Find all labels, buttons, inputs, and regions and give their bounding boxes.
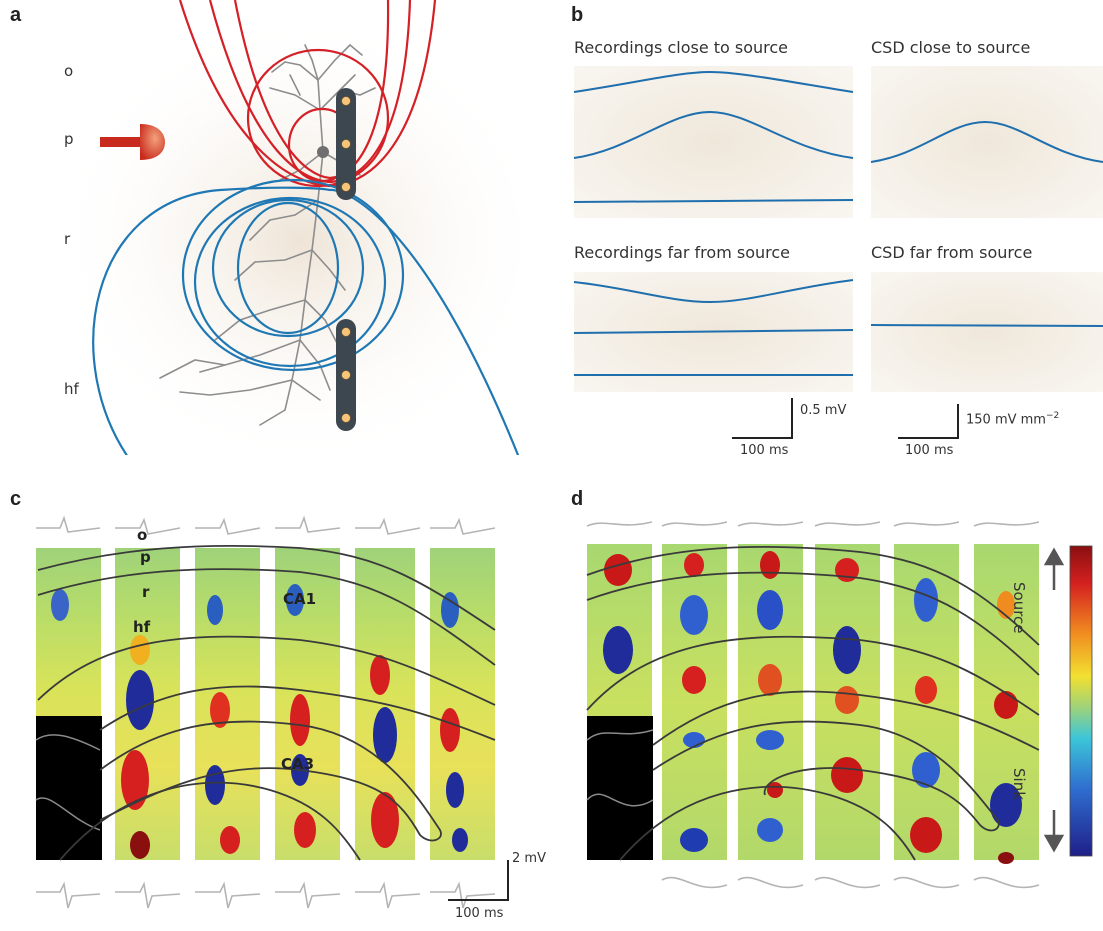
time-scale-label-c: 100 ms	[455, 906, 504, 921]
layer-label-hf: hf	[64, 380, 79, 398]
region-label-ca3: CA3	[281, 755, 315, 773]
panel-d-csd-map	[586, 521, 1093, 889]
close-trace-1	[573, 70, 854, 93]
neuron-soma	[317, 146, 329, 158]
csd-blobs-c	[51, 584, 468, 859]
csd-scale-bar	[898, 404, 959, 439]
csd-scale-unit: 150 mV mm	[966, 412, 1046, 428]
csd-scale-exponent: −2	[1045, 411, 1060, 421]
far-csd-box	[871, 272, 1103, 392]
far-recordings-title: Recordings far from source	[574, 243, 790, 262]
recording-probe-lower	[336, 319, 356, 431]
voltage-scale-bar	[732, 398, 793, 439]
layer-label-c-hf: hf	[133, 618, 151, 636]
far-csd-trace	[870, 324, 1103, 327]
layer-lines-d	[586, 545, 1040, 861]
layer-label-r: r	[64, 230, 71, 248]
panel-letter-c: c	[10, 488, 22, 510]
voltage-scale-label-c: 2 mV	[512, 851, 546, 866]
panel-letter-a: a	[10, 4, 22, 26]
layer-label-o: o	[64, 62, 74, 80]
stimulation-electrode	[100, 124, 165, 160]
scale-bar-c	[448, 860, 509, 901]
close-csd-trace	[870, 120, 1103, 163]
far-trace-1	[573, 279, 854, 304]
panel-a-figure	[50, 0, 550, 455]
csd-scale-label: 150 mV mm−2	[966, 411, 1059, 427]
time-scale-left: 100 ms	[740, 443, 789, 458]
layer-lines-c	[37, 544, 496, 861]
field-glow	[50, 10, 550, 455]
histology-inset-d	[587, 716, 653, 860]
panel-letter-d: d	[571, 488, 584, 510]
colorbar	[1069, 545, 1093, 857]
panel-c-csd-map	[35, 515, 509, 909]
panel-letter-b: b	[571, 4, 584, 26]
pyramidal-neuron	[159, 44, 376, 426]
far-csd-title: CSD far from source	[871, 243, 1033, 262]
close-trace-3	[573, 199, 854, 203]
close-trace-2	[573, 110, 854, 159]
csd-blobs-d	[603, 551, 1022, 864]
colorbar-label-sink: Sink	[1010, 768, 1028, 800]
histology-inset-c	[36, 716, 102, 860]
layer-label-p: p	[64, 130, 74, 148]
voltage-scale-label: 0.5 mV	[800, 403, 847, 418]
time-scale-right: 100 ms	[905, 443, 954, 458]
layer-label-c-p: p	[140, 548, 151, 566]
colorbar-arrows	[1043, 547, 1065, 853]
colorbar-label-source: Source	[1010, 582, 1028, 634]
far-trace-2	[573, 329, 854, 334]
panel-b-traces	[573, 66, 1103, 439]
close-csd-title: CSD close to source	[871, 38, 1031, 57]
close-csd-box	[871, 66, 1103, 218]
blue-field-lines	[92, 178, 520, 455]
layer-label-c-o: o	[137, 526, 148, 544]
region-label-ca1: CA1	[283, 590, 317, 608]
csd-strips-d	[587, 544, 1039, 860]
recording-probe-upper	[336, 88, 356, 200]
close-recordings-title: Recordings close to source	[574, 38, 789, 57]
csd-strips-c	[36, 548, 495, 860]
close-recordings-box	[574, 66, 853, 218]
red-field-lines	[178, 0, 437, 188]
layer-label-c-r: r	[142, 583, 150, 601]
